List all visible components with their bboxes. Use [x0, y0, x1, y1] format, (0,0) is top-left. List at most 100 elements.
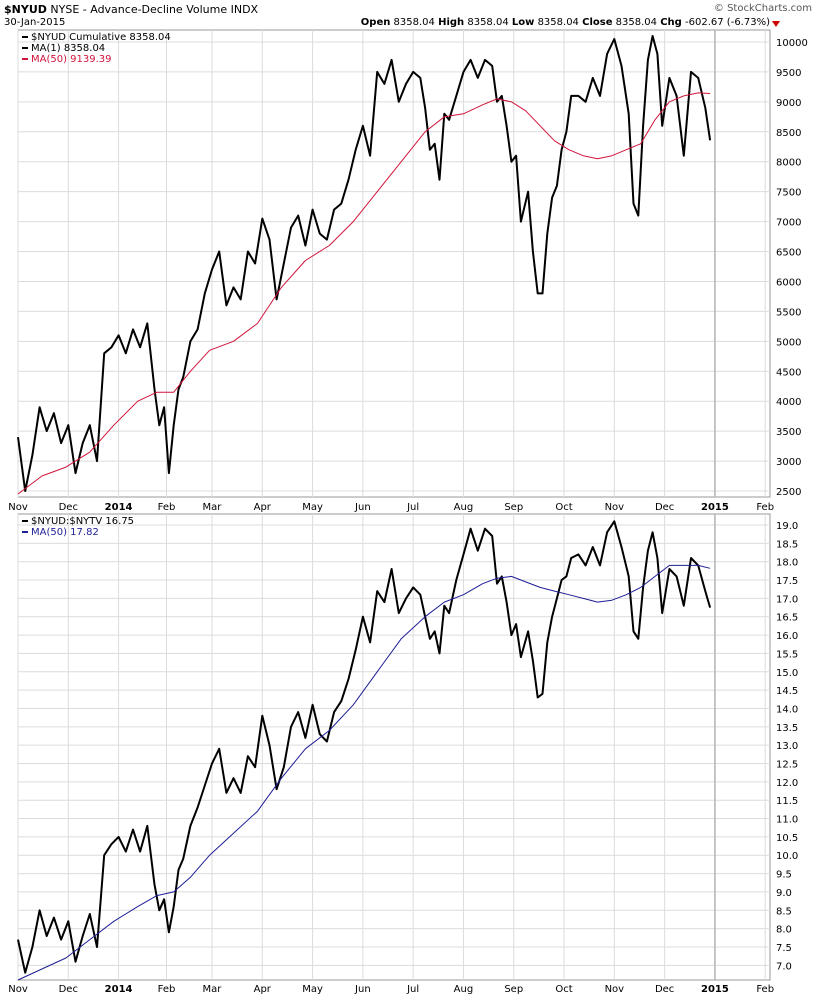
description: NYSE - Advance-Decline Volume INDX — [50, 3, 259, 16]
plot-frame-1 — [17, 513, 771, 981]
y-tick-label: 11.5 — [776, 796, 798, 807]
y-tick-label: 12.0 — [776, 778, 798, 789]
y-tick-label: 9.0 — [776, 888, 792, 899]
y-tick-label: 8000 — [776, 158, 801, 169]
price-line — [17, 520, 712, 974]
y-tick-label: 9500 — [776, 68, 801, 79]
x-tick-label: May — [302, 984, 323, 995]
price-line — [17, 35, 712, 492]
ohlc-bar: Open 8358.04 High 8358.04 Low 8358.04 Cl… — [361, 17, 770, 28]
y-tick-label: 8.5 — [776, 906, 792, 917]
x-tick-label: Aug — [454, 502, 474, 513]
open-value: 8358.04 — [393, 17, 435, 28]
x-tick-label: Feb — [756, 502, 774, 513]
x-tick-label: Apr — [254, 502, 272, 513]
x-tick-label: Jul — [406, 984, 419, 995]
y-tick-label: 8.0 — [776, 925, 792, 936]
y-tick-label: 6500 — [776, 248, 801, 259]
x-tick-label: Dec — [59, 984, 78, 995]
x-tick-label: Mar — [203, 984, 223, 995]
x-tick-label: Nov — [605, 502, 625, 513]
x-tick-label: Jul — [406, 502, 419, 513]
down-arrow-icon — [772, 21, 780, 27]
x-tick-label: Feb — [158, 502, 176, 513]
symbol: $NYUD — [4, 3, 47, 16]
watermark: © StockCharts.com — [713, 3, 812, 14]
moving-average-line — [17, 564, 711, 981]
y-tick-label: 7.5 — [776, 943, 792, 954]
y-tick-label: 16.5 — [776, 613, 798, 624]
legend-entry: MA(50) 9139.39 — [31, 54, 112, 65]
low-value: 8358.04 — [537, 17, 579, 28]
y-tick-label: 18.5 — [776, 539, 798, 550]
x-tick-label: Aug — [454, 984, 474, 995]
x-tick-label: Oct — [555, 984, 572, 995]
x-tick-label: Dec — [655, 984, 674, 995]
y-tick-label: 15.5 — [776, 649, 798, 660]
y-tick-label: 12.5 — [776, 760, 798, 771]
x-tick-label: Feb — [158, 984, 176, 995]
close-label: Close — [582, 17, 613, 28]
x-tick-label: Jun — [354, 502, 371, 513]
y-tick-label: 2500 — [776, 487, 801, 498]
y-tick-label: 13.5 — [776, 723, 798, 734]
legend-entry: $NYUD Cumulative 8358.04 — [31, 32, 171, 43]
x-tick-label: Sep — [504, 984, 523, 995]
y-tick-label: 4500 — [776, 367, 801, 378]
y-tick-label: 3500 — [776, 427, 801, 438]
y-tick-label: 9000 — [776, 98, 801, 109]
y-tick-label: 8500 — [776, 128, 801, 139]
open-label: Open — [360, 17, 391, 28]
date-label: 30-Jan-2015 — [4, 17, 66, 28]
y-tick-label: 10.5 — [776, 833, 798, 844]
x-tick-label: Dec — [59, 502, 78, 513]
y-tick-label: 7.0 — [776, 961, 792, 972]
y-tick-label: 6000 — [776, 277, 801, 288]
y-tick-label: 17.5 — [776, 576, 798, 587]
y-tick-label: 10000 — [776, 38, 808, 49]
y-tick-label: 17.0 — [776, 594, 798, 605]
x-tick-label: Oct — [555, 502, 572, 513]
y-tick-label: 7500 — [776, 188, 801, 199]
x-tick-label: 2015 — [701, 984, 729, 995]
high-label: High — [438, 17, 465, 28]
x-tick-label: Apr — [254, 984, 272, 995]
y-tick-label: 11.0 — [776, 815, 798, 826]
x-tick-label: 2015 — [701, 502, 729, 513]
x-tick-label: Nov — [8, 502, 28, 513]
legend-entry: MA(50) 17.82 — [31, 527, 99, 538]
plot-frame-0 — [17, 29, 771, 498]
close-value: 8358.04 — [615, 17, 658, 28]
moving-average-line — [17, 92, 711, 495]
chg-label: Chg — [660, 17, 682, 28]
y-tick-label: 9.5 — [776, 870, 792, 881]
y-tick-label: 7000 — [776, 218, 801, 229]
y-tick-label: 10.0 — [776, 851, 798, 862]
x-tick-label: Nov — [605, 984, 625, 995]
x-tick-label: Feb — [756, 984, 774, 995]
x-tick-label: Sep — [504, 502, 523, 513]
y-tick-label: 14.5 — [776, 686, 798, 697]
x-tick-label: 2014 — [105, 502, 133, 513]
x-tick-label: 2014 — [105, 984, 133, 995]
chg-value: -602.67 (-6.73%) — [685, 17, 770, 28]
x-tick-label: Dec — [655, 502, 674, 513]
x-tick-label: Nov — [8, 984, 28, 995]
x-tick-label: Jun — [354, 984, 371, 995]
y-tick-label: 5000 — [776, 337, 801, 348]
y-tick-label: 18.0 — [776, 558, 798, 569]
chart-header-left: $NYUD NYSE - Advance-Decline Volume INDX — [4, 3, 258, 16]
x-tick-label: May — [302, 502, 323, 513]
legend-entry: MA(1) 8358.04 — [31, 43, 105, 54]
legend-entry: $NYUD:$NYTV 16.75 — [31, 516, 134, 527]
y-tick-label: 3000 — [776, 457, 801, 468]
low-label: Low — [511, 17, 535, 28]
y-tick-label: 14.0 — [776, 704, 798, 715]
y-tick-label: 16.0 — [776, 631, 798, 642]
y-tick-label: 5500 — [776, 307, 801, 318]
y-tick-label: 13.0 — [776, 741, 798, 752]
y-tick-label: 15.0 — [776, 668, 798, 679]
y-tick-label: 4000 — [776, 397, 801, 408]
y-tick-label: 19.0 — [776, 521, 798, 532]
